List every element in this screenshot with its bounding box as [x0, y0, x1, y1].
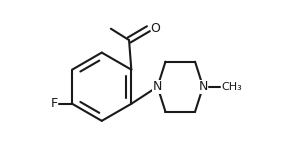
- Text: N: N: [153, 80, 162, 93]
- Text: CH₃: CH₃: [221, 82, 242, 92]
- Text: N: N: [198, 80, 208, 93]
- Text: F: F: [50, 97, 57, 110]
- Text: O: O: [151, 22, 161, 35]
